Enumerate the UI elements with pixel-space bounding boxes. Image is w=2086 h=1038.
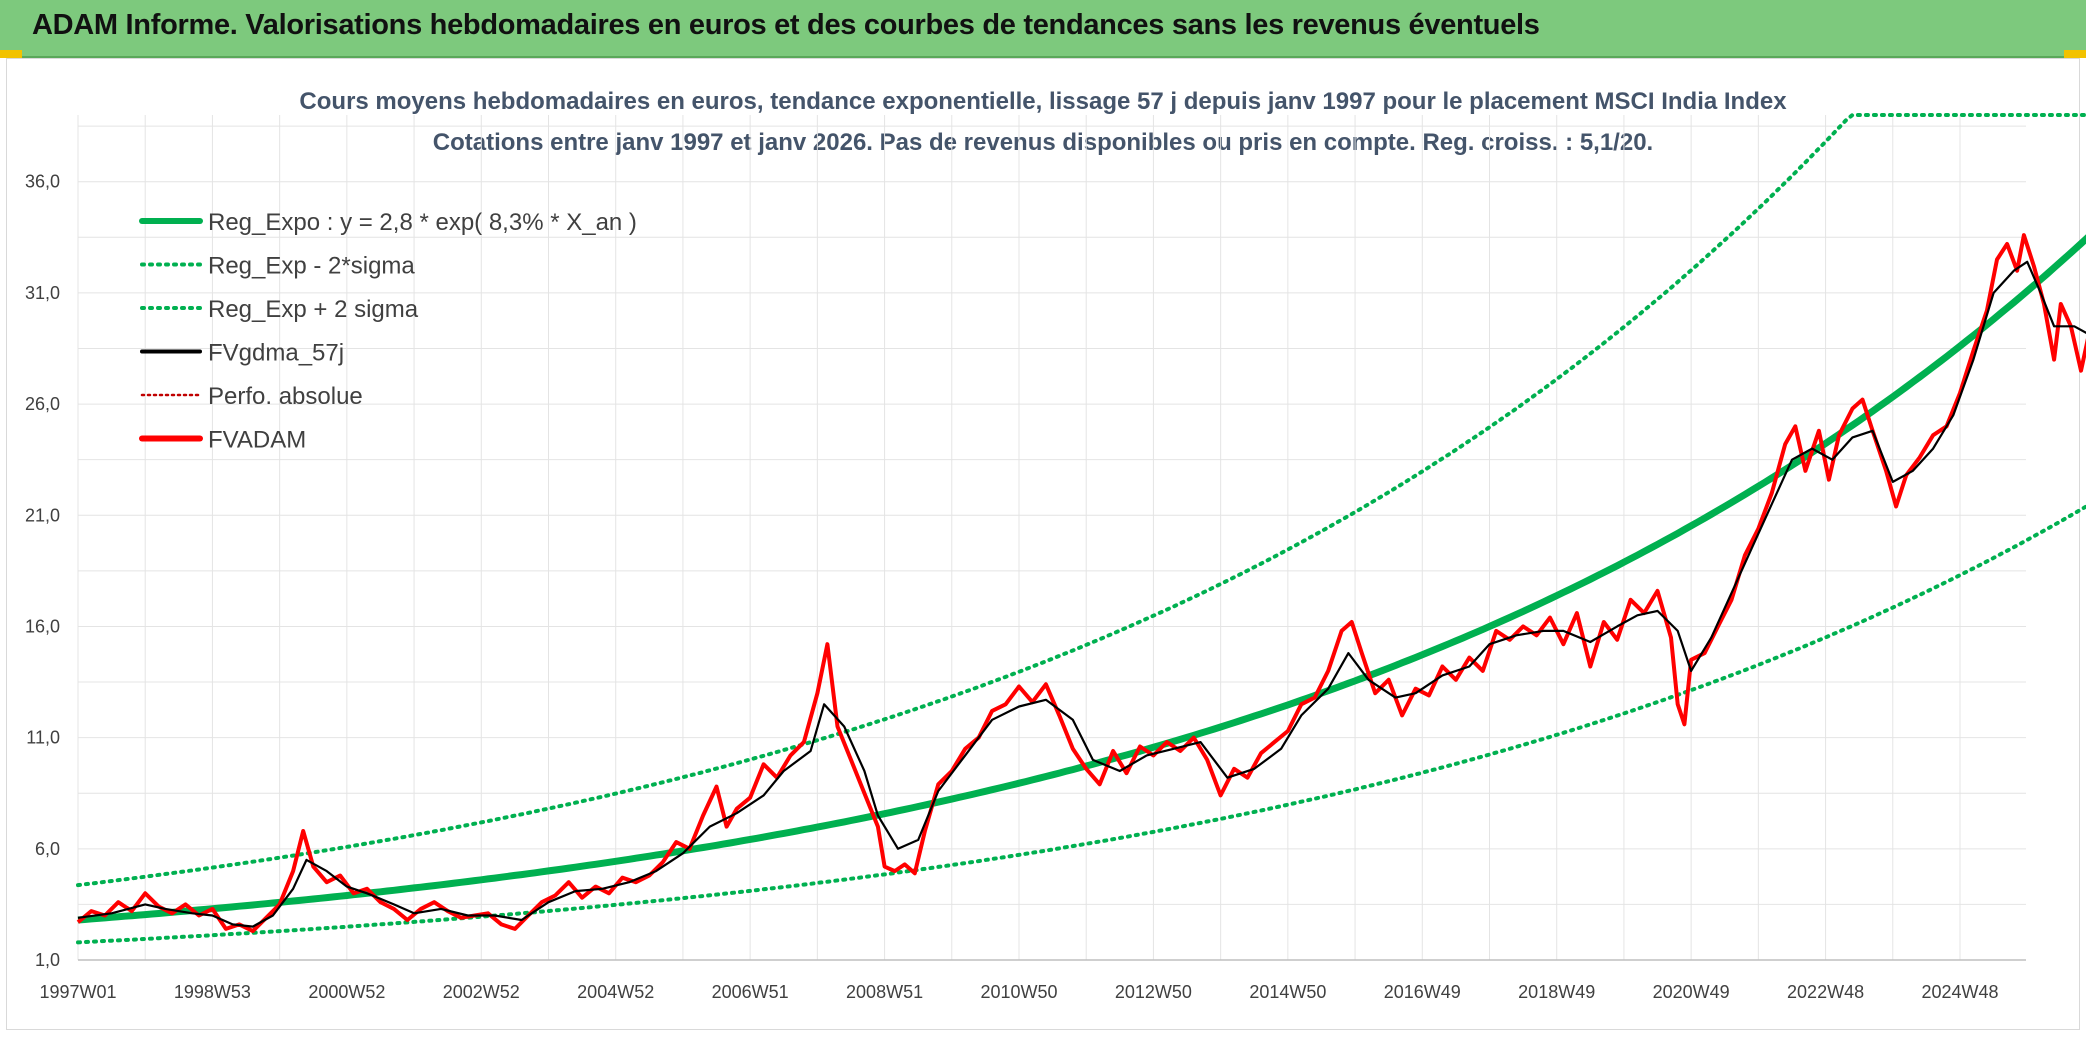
x-tick-label: 2004W52 [577,982,654,1002]
x-tick-label: 2010W50 [980,982,1057,1002]
series-fvadam [76,233,2086,934]
x-tick-label: 2012W50 [1115,982,1192,1002]
x-tick-label: 2020W49 [1653,982,1730,1002]
y-tick-label: 11,0 [26,728,60,748]
x-tick-label: 2018W49 [1518,982,1595,1002]
x-axis-labels: 1997W01 1998W53 2000W52 2002W52 2004W52 2006W… [39,982,1998,1002]
y-tick-label: 31,0 [25,283,60,303]
header-accent-left [0,50,22,58]
chart-title-line-2: Cotations entre janv 1997 et janv 2026. … [433,129,1653,156]
grid [77,115,2026,961]
x-tick-label: 2022W48 [1787,982,1864,1002]
header-accent-right [2064,50,2086,58]
series-reg-plus-2sigma [76,113,2086,888]
x-tick-label: 1997W01 [39,982,116,1002]
legend-item-fvadam-label: FVADAM [208,427,306,454]
y-tick-label: 1,0 [35,950,60,970]
y-tick-label: 21,0 [25,505,60,525]
header-bar [0,0,2086,58]
chart-title-line-1: Cours moyens hebdomadaires en euros, ten… [299,88,1787,115]
x-tick-label: 2014W50 [1249,982,1326,1002]
x-tick-label: 1998W53 [174,982,251,1002]
legend-item-reg-minus-label: Reg_Exp - 2*sigma [208,253,415,280]
x-tick-label: 2008W51 [846,982,923,1002]
legend-item-fvgdma-label: FVgdma_57j [208,340,344,367]
page-title: ADAM Informe. Valorisations hebdomadaire… [32,9,1540,41]
x-tick-label: 2000W52 [308,982,385,1002]
series-reg-minus-2sigma [76,504,2086,945]
plot-series [76,113,2086,945]
chart-frame [6,58,2080,1030]
legend-item-reg-expo-label: Reg_Expo : y = 2,8 * exp( 8,3% * X_an ) [208,209,637,236]
y-tick-label: 36,0 [25,172,60,192]
legend-item-perfo-label: Perfo. absolue [208,383,363,410]
y-tick-label: 6,0 [35,839,60,859]
legend: Reg_Expo : y = 2,8 * exp( 8,3% * X_an ) R… [139,209,637,454]
legend-item-reg-plus-label: Reg_Exp + 2 sigma [208,296,419,323]
x-tick-label: 2006W51 [712,982,789,1002]
x-tick-label: 2002W52 [443,982,520,1002]
x-tick-label: 2016W49 [1384,982,1461,1002]
x-tick-label: 2024W48 [1921,982,1998,1002]
y-tick-label: 26,0 [25,394,60,414]
y-axis-labels: 1,0 6,0 11,0 16,0 21,0 26,0 31,0 36,0 [25,172,60,970]
y-tick-label: 16,0 [25,616,60,636]
series-fvgdma-57j [77,260,2086,928]
